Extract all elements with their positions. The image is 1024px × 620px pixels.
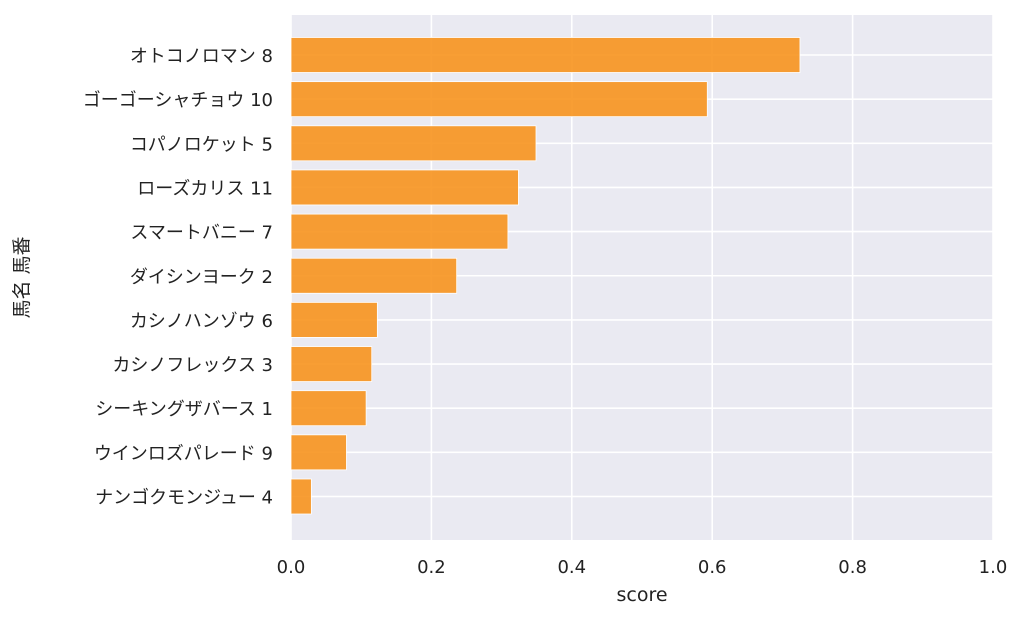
y-tick-label: オトコノロマン 8 [130,46,273,67]
bar [290,434,347,471]
bar [290,37,801,73]
y-tick-label: コパノロケット 5 [130,134,273,155]
bar [290,213,509,250]
y-tick-label: カシノハンゾウ 6 [130,311,273,332]
y-tick-label: ローズカリス 11 [137,178,273,199]
x-axis-label: score [616,584,667,606]
bar [290,301,378,338]
y-tick-labels: オトコノロマン 8 ゴーゴーシャチョウ 10 コパノロケット 5 ローズカリス 11 ス… [83,46,273,509]
y-tick-label: ダイシンヨーク 2 [130,267,273,288]
y-tick-label: ナンゴクモンジュー 4 [95,488,273,509]
y-tick-label: スマートバニー 7 [130,223,273,244]
y-tick-label: カシノフレックス 3 [112,355,273,376]
x-tick-label: 0.8 [838,557,867,578]
bars [290,37,801,515]
x-tick-label: 1.0 [979,557,1008,578]
bar [290,169,519,206]
x-tick-label: 0.4 [557,557,586,578]
bar [290,257,458,294]
x-tick-label: 0.0 [277,557,306,578]
bar [290,390,367,427]
x-tick-label: 0.6 [698,557,727,578]
bar [290,125,537,162]
y-axis-label: 馬名 馬番 [11,236,33,318]
y-tick-label: ウインロズパレード 9 [94,443,273,464]
bar [290,478,312,515]
y-tick-label: ゴーゴーシャチョウ 10 [83,90,273,111]
bar [290,81,708,118]
x-tick-label: 0.2 [417,557,446,578]
y-tick-label: シーキングザバース 1 [95,399,273,420]
bar [290,346,373,382]
x-tick-labels: 0.0 0.2 0.4 0.6 0.8 1.0 [277,557,1008,578]
